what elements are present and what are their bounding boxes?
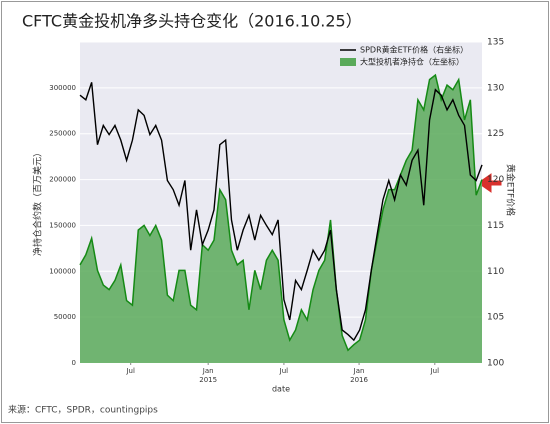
area-line xyxy=(79,73,483,352)
y2-tick-label: 100 xyxy=(487,359,504,369)
y-tick-label: 150000 xyxy=(49,221,76,229)
y2-tick-label: 135 xyxy=(487,38,504,48)
x-axis-label: date xyxy=(272,385,290,394)
y2-tick-label: 115 xyxy=(487,221,504,231)
x-tick-label: Jan 2016 xyxy=(350,367,368,384)
chart-title: CFTC黄金投机净多头持仓变化（2016.10.25） xyxy=(22,12,362,31)
y2-tick-label: 105 xyxy=(487,313,504,323)
legend-swatch xyxy=(340,58,356,66)
area xyxy=(80,75,482,363)
x-tick-label: Jul xyxy=(430,367,440,375)
line xyxy=(79,82,483,342)
y2-tick-label: 110 xyxy=(487,267,504,277)
legend-label: 大型投机者净持仓（左坐标） xyxy=(360,57,464,67)
y-tick-label: 250000 xyxy=(49,130,76,138)
y-tick-label: 100000 xyxy=(49,267,76,275)
y-tick-label: 200000 xyxy=(49,176,76,184)
y-axis-label: 净持仓合约数（百万美元） xyxy=(32,148,44,256)
x-tick-label: Jan 2015 xyxy=(199,367,217,384)
y2-tick-label: 130 xyxy=(487,83,504,93)
x-tick-label: Jul xyxy=(279,367,289,375)
y-tick-label: 50000 xyxy=(54,313,76,321)
y2-axis-label: 黄金ETF价格 xyxy=(505,164,517,216)
y-tick-label: 300000 xyxy=(49,84,76,92)
y2-tick-label: 120 xyxy=(487,175,504,185)
x-tick-label: Jul xyxy=(125,367,135,375)
source: 来源：CFTC，SPDR，countingpips xyxy=(8,405,158,416)
legend-label: SPDR黄金ETF价格（右坐标） xyxy=(360,45,468,55)
arrow xyxy=(477,173,502,193)
y2-tick-label: 125 xyxy=(487,129,504,139)
y-tick-label: 0 xyxy=(72,359,76,367)
